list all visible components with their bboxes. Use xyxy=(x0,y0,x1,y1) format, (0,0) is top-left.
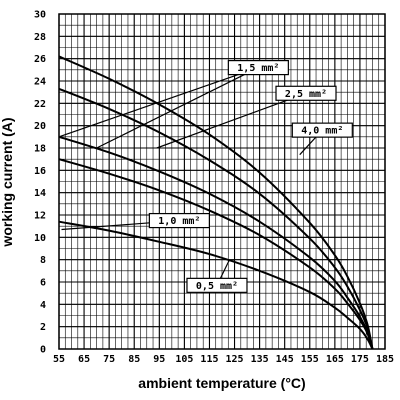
x-axis-label: ambient temperature (°C) xyxy=(138,375,305,391)
y-tick-label: 28 xyxy=(34,32,46,43)
x-tick-label: 155 xyxy=(301,354,319,365)
plot-frame xyxy=(58,13,386,350)
callout-box xyxy=(275,85,337,101)
x-tick-label: 175 xyxy=(351,354,369,365)
series-line xyxy=(58,135,374,350)
x-tick-label: 185 xyxy=(376,354,394,365)
y-tick-label: 16 xyxy=(34,166,46,177)
series-line xyxy=(58,87,374,350)
y-tick-label: 8 xyxy=(40,255,46,266)
callout-label: 1,0 mm² xyxy=(158,216,200,227)
callout-label: 4,0 mm² xyxy=(301,126,343,137)
series-line xyxy=(58,220,374,350)
y-tick-label: 0 xyxy=(40,345,46,356)
y-axis-label: working current (A) xyxy=(0,117,15,247)
y-tick-label: 20 xyxy=(34,121,46,132)
callout-label: 1,5 mm² xyxy=(237,63,279,74)
series-line xyxy=(58,55,374,350)
y-tick-label: 12 xyxy=(34,211,46,222)
x-tick-label: 95 xyxy=(153,354,165,365)
chart-curves xyxy=(58,55,374,350)
y-tick-label: 26 xyxy=(34,54,46,65)
x-tick-label: 105 xyxy=(175,354,193,365)
callout-leader xyxy=(96,67,259,149)
callout-label: 0,5 mm² xyxy=(196,281,238,292)
y-tick-label: 4 xyxy=(40,300,46,311)
y-tick-label: 22 xyxy=(34,99,46,110)
callout-leader xyxy=(58,67,259,138)
callout-box xyxy=(186,277,248,293)
y-tick-label: 30 xyxy=(34,10,46,21)
callout-box xyxy=(291,122,353,138)
callout-label: 2,5 mm² xyxy=(285,89,327,100)
callout-leader xyxy=(156,92,307,149)
x-tick-label: 65 xyxy=(78,354,90,365)
y-tick-label: 18 xyxy=(34,144,46,155)
y-tick-label: 6 xyxy=(40,278,46,289)
y-tick-label: 2 xyxy=(40,322,46,333)
callout-box xyxy=(148,212,210,229)
y-tick-label: 14 xyxy=(34,188,46,199)
chart-grid xyxy=(58,13,386,350)
x-tick-label: 115 xyxy=(200,354,218,365)
callout-box xyxy=(227,59,289,76)
y-tick-label: 10 xyxy=(34,233,46,244)
series-line xyxy=(58,158,374,350)
x-tick-label: 55 xyxy=(53,354,65,365)
x-tick-label: 75 xyxy=(103,354,115,365)
y-tick-label: 24 xyxy=(34,77,46,88)
x-tick-label: 135 xyxy=(251,354,269,365)
chart-callouts: 1,5 mm² 2,5 mm² 4,0 mm² 1,0 mm² 0,5 mm² xyxy=(58,59,353,293)
chart-ticks: 55 65 75 85 95 105 115 125 135 145 155 165 175 185024… xyxy=(34,10,394,366)
x-tick-label: 125 xyxy=(226,354,244,365)
x-tick-label: 145 xyxy=(276,354,294,365)
x-tick-label: 165 xyxy=(326,354,344,365)
x-tick-label: 85 xyxy=(128,354,140,365)
